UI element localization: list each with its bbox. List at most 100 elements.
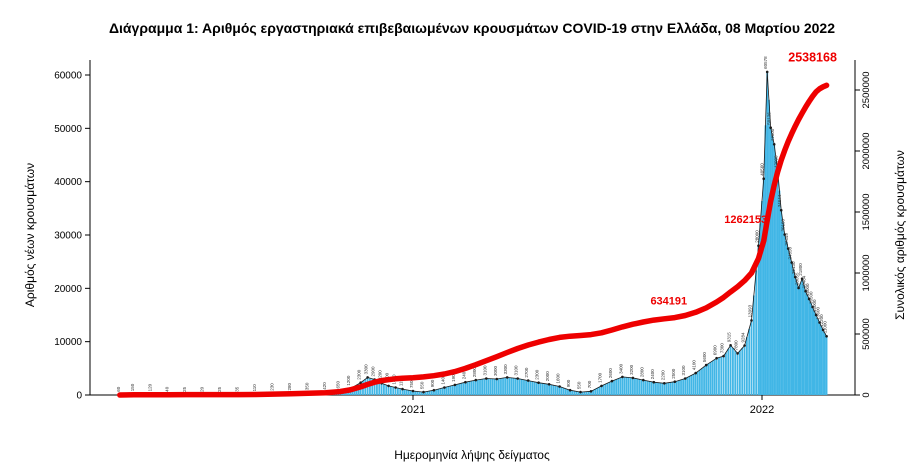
daily-bar [634, 378, 636, 395]
daily-point [516, 377, 519, 380]
daily-bar [527, 380, 530, 395]
daily-bar [385, 385, 388, 395]
daily-point [505, 376, 509, 379]
daily-bar [564, 388, 567, 395]
daily-point-label: 2400 [650, 369, 655, 380]
daily-bar [424, 391, 427, 395]
left-tick-label: 20000 [54, 284, 82, 295]
daily-bar [558, 386, 561, 395]
daily-point-label: 120 [147, 383, 152, 391]
daily-bar [615, 379, 618, 395]
daily-bar [520, 379, 523, 395]
daily-bar [780, 210, 783, 395]
daily-point [474, 378, 478, 382]
daily-bar [422, 392, 425, 395]
daily-bar [625, 377, 628, 395]
daily-point [589, 390, 593, 393]
daily-bar [806, 295, 809, 395]
daily-bar [696, 371, 699, 395]
daily-bar [659, 382, 661, 395]
daily-bar [500, 378, 502, 395]
daily-point-label: 1600 [556, 373, 561, 384]
daily-bar [460, 383, 463, 395]
daily-point [818, 321, 821, 324]
daily-bar [611, 381, 613, 395]
daily-point-label: 40 [165, 386, 170, 392]
daily-point-label: 2300 [357, 369, 362, 380]
cumulative-annotation: 1262153 [724, 214, 767, 226]
daily-point [743, 344, 746, 347]
daily-bar [661, 383, 664, 395]
daily-bar [453, 384, 456, 395]
daily-point [610, 379, 614, 383]
daily-point-label: 650 [336, 380, 341, 388]
daily-bar [684, 378, 687, 395]
daily-point-label: 280 [287, 382, 292, 390]
daily-bar [642, 380, 645, 395]
daily-point [769, 126, 772, 129]
daily-bar [732, 348, 734, 395]
daily-point-label: 420 [322, 382, 327, 390]
daily-bar [671, 381, 674, 395]
daily-point [722, 354, 725, 358]
daily-point [804, 289, 807, 293]
daily-bar [818, 322, 821, 395]
daily-bar [493, 378, 496, 395]
daily-point-label: 2200 [378, 370, 383, 381]
daily-point [762, 177, 765, 180]
daily-bar [722, 356, 725, 395]
x-tick-label: 2022 [750, 404, 774, 416]
daily-point-label: 3300 [364, 364, 369, 375]
daily-point-label: 3200 [629, 364, 634, 375]
daily-bar [713, 359, 716, 395]
daily-bar [729, 345, 732, 395]
daily-point [694, 371, 697, 375]
daily-bar [512, 378, 515, 395]
daily-bar [789, 255, 791, 395]
daily-bar [399, 388, 402, 395]
daily-point [568, 388, 572, 392]
daily-bar [745, 337, 748, 395]
daily-point [537, 381, 540, 385]
daily-bar [510, 377, 513, 395]
daily-bar [575, 391, 578, 395]
daily-bar [752, 295, 755, 395]
daily-bar [825, 336, 828, 395]
daily-point-label: 2600 [608, 368, 613, 379]
daily-point-label: 25 [182, 386, 187, 392]
daily-bar [775, 157, 777, 395]
daily-bar [541, 383, 544, 395]
daily-bar [804, 291, 807, 395]
daily-point [736, 352, 739, 355]
daily-bar [529, 381, 532, 395]
daily-bar [569, 390, 571, 395]
daily-bar [762, 178, 765, 395]
daily-point [642, 378, 645, 382]
daily-bar [472, 380, 475, 395]
daily-point-label: 1900 [451, 371, 456, 382]
daily-bar [705, 365, 708, 395]
daily-point-label: 2800 [639, 367, 644, 378]
daily-bar [594, 389, 597, 395]
daily-point-label: 150 [130, 383, 135, 391]
daily-bar [809, 303, 812, 395]
daily-bar [414, 391, 416, 395]
daily-point-label: 2800 [472, 367, 477, 378]
daily-bar [474, 380, 477, 395]
daily-bar [650, 381, 653, 395]
daily-bar [736, 353, 739, 395]
daily-point-label: 1200 [346, 375, 351, 386]
daily-bar [822, 329, 824, 395]
daily-bar [531, 381, 534, 395]
daily-bar [613, 380, 615, 395]
daily-bar [581, 391, 584, 395]
daily-point-label: 7300 [720, 343, 725, 354]
left-tick-label: 10000 [54, 337, 82, 348]
daily-bar [571, 390, 574, 395]
daily-point [579, 390, 582, 394]
daily-bar [579, 392, 582, 395]
daily-bar [764, 125, 767, 396]
daily-bar [741, 348, 744, 395]
daily-bar [799, 283, 802, 395]
daily-point [547, 383, 551, 386]
